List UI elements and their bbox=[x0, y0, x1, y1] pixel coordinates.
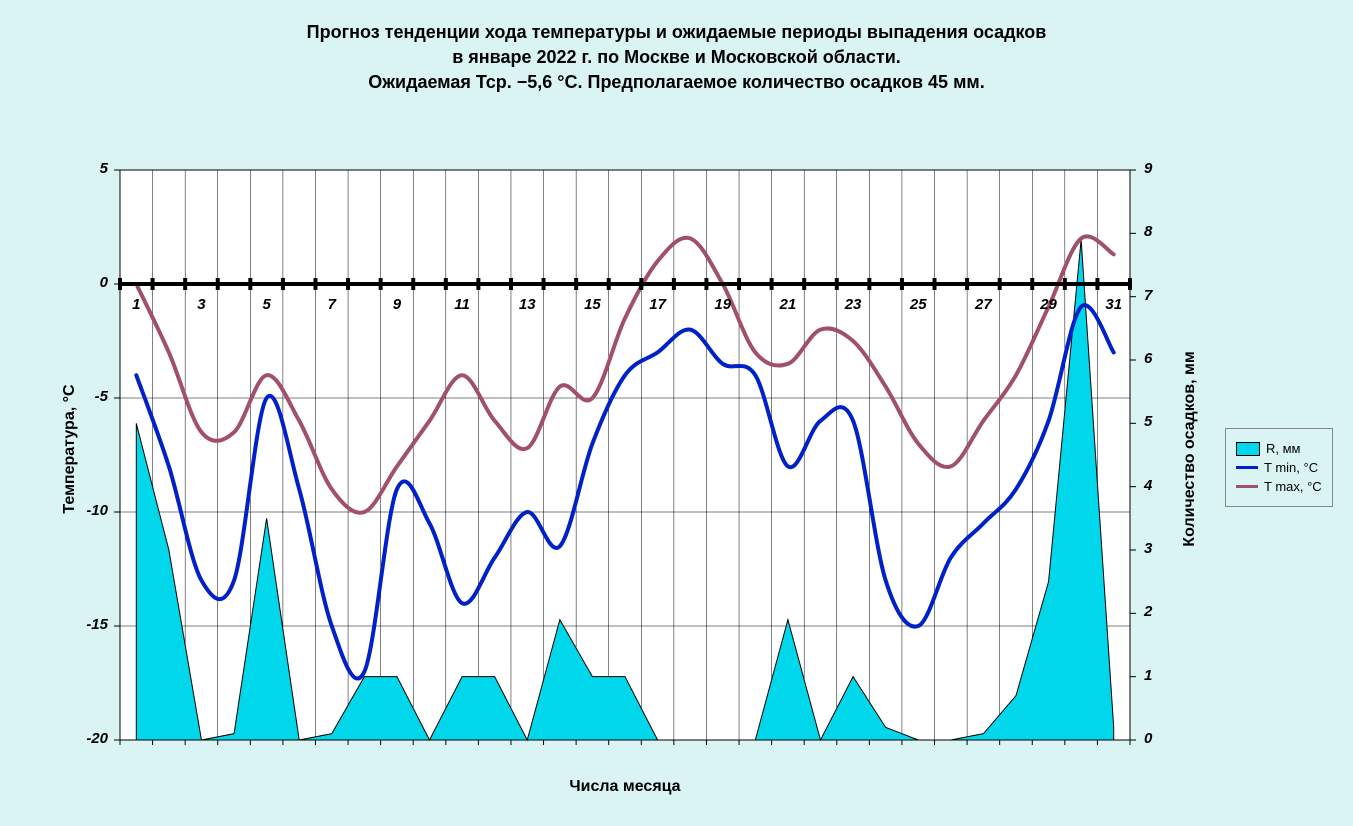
tick-label: 31 bbox=[1094, 296, 1134, 313]
chart-container: Прогноз тенденции хода температуры и ожи… bbox=[0, 0, 1353, 826]
tick-label: 9 bbox=[1144, 160, 1152, 177]
tick-label: 11 bbox=[442, 296, 482, 313]
tick-label: 6 bbox=[1144, 350, 1152, 367]
y-right-axis-label: Количество осадков, мм bbox=[1181, 349, 1199, 549]
legend-label-tmin: T min, °C bbox=[1264, 460, 1318, 475]
tick-label: 29 bbox=[1029, 296, 1069, 313]
tick-label: 1 bbox=[116, 296, 156, 313]
tick-label: 25 bbox=[898, 296, 938, 313]
legend-item-tmax: T max, °C bbox=[1236, 479, 1322, 494]
tick-label: -20 bbox=[58, 730, 108, 747]
tick-label: 0 bbox=[1144, 730, 1152, 747]
tick-label: 21 bbox=[768, 296, 808, 313]
tick-label: 2 bbox=[1144, 603, 1152, 620]
tick-label: 27 bbox=[963, 296, 1003, 313]
tick-label: 4 bbox=[1144, 477, 1152, 494]
legend-item-r: R, мм bbox=[1236, 441, 1322, 456]
tick-label: 3 bbox=[1144, 540, 1152, 557]
tick-label: 5 bbox=[58, 160, 108, 177]
legend: R, мм T min, °C T max, °C bbox=[1225, 428, 1333, 507]
legend-swatch-r bbox=[1236, 442, 1260, 456]
tick-label: 1 bbox=[1144, 667, 1152, 684]
tick-label: -5 bbox=[58, 388, 108, 405]
tick-label: 8 bbox=[1144, 223, 1152, 240]
legend-item-tmin: T min, °C bbox=[1236, 460, 1322, 475]
tick-label: 5 bbox=[1144, 413, 1152, 430]
legend-label-r: R, мм bbox=[1266, 441, 1301, 456]
tick-label: 13 bbox=[507, 296, 547, 313]
tick-label: 5 bbox=[247, 296, 287, 313]
tick-label: 7 bbox=[312, 296, 352, 313]
x-axis-label: Числа месяца bbox=[120, 778, 1130, 796]
tick-label: 7 bbox=[1144, 287, 1152, 304]
legend-swatch-tmin bbox=[1236, 466, 1258, 469]
tick-label: 0 bbox=[58, 274, 108, 291]
tick-label: 17 bbox=[638, 296, 678, 313]
tick-label: 23 bbox=[833, 296, 873, 313]
tick-label: 3 bbox=[181, 296, 221, 313]
legend-swatch-tmax bbox=[1236, 485, 1258, 488]
tick-label: -15 bbox=[58, 616, 108, 633]
tick-label: 19 bbox=[703, 296, 743, 313]
tick-label: 15 bbox=[572, 296, 612, 313]
legend-label-tmax: T max, °C bbox=[1264, 479, 1322, 494]
tick-label: 9 bbox=[377, 296, 417, 313]
tick-label: -10 bbox=[58, 502, 108, 519]
